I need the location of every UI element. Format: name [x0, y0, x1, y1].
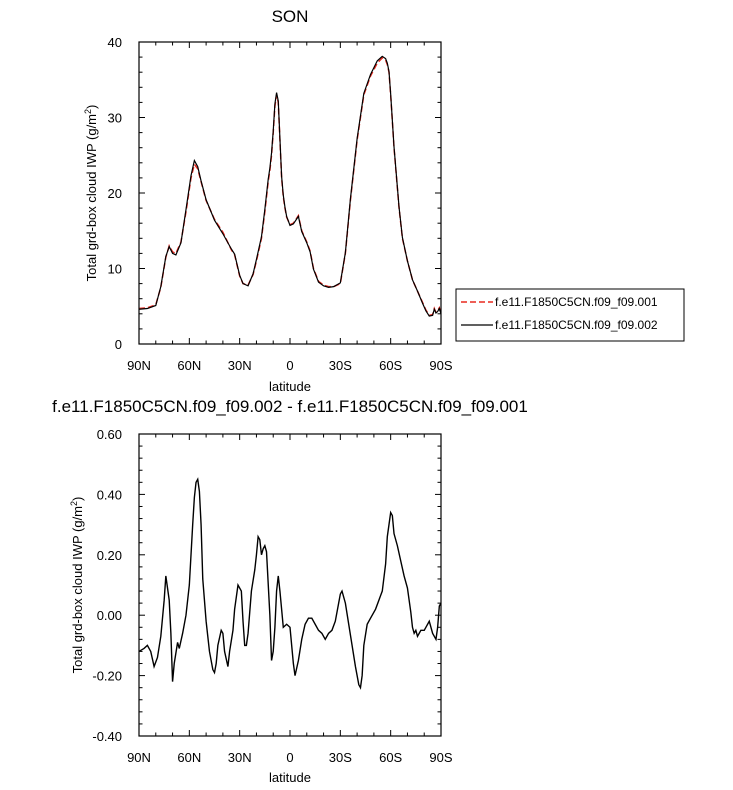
bottom-y-tick-labels: -0.40 -0.20 0.00 0.20 0.40 0.60	[92, 427, 122, 744]
top-ticks	[138, 41, 442, 345]
bottom-x-tick-label: 60S	[379, 750, 402, 765]
legend-label-001: f.e11.F1850C5CN.f09_f09.001	[495, 295, 658, 309]
top-chart-title: SON	[272, 7, 309, 26]
bottom-y-axis-label-sup: 2	[69, 501, 79, 506]
top-y-axis-label: Total grd-box cloud IWP (g/m2)	[83, 105, 99, 282]
bottom-x-tick-label: 30N	[228, 750, 252, 765]
bottom-y-tick-label: 0.40	[97, 487, 122, 502]
bottom-x-axis-label: latitude	[269, 770, 311, 785]
bottom-plot-frame	[138, 433, 442, 737]
bottom-x-tick-label: 90S	[429, 750, 452, 765]
bottom-y-tick-label: 0.00	[97, 608, 122, 623]
bottom-chart-title: f.e11.F1850C5CN.f09_f09.002 - f.e11.F185…	[52, 397, 528, 416]
top-y-axis-label-close: )	[84, 105, 99, 109]
top-x-tick-label: 30N	[228, 358, 252, 373]
bottom-x-tick-labels: 90N 60N 30N 0 30S 60S 90S	[127, 750, 453, 765]
bottom-ticks	[138, 433, 442, 737]
top-x-tick-label: 60S	[379, 358, 402, 373]
top-chart: 90N 60N 30N 0 30S 60S 90S 0 10 20 30 40	[108, 35, 453, 373]
top-x-tick-labels: 90N 60N 30N 0 30S 60S 90S	[127, 358, 453, 373]
top-y-tick-label: 30	[108, 111, 122, 126]
top-y-tick-label: 20	[108, 186, 122, 201]
top-x-tick-label: 90S	[429, 358, 452, 373]
bottom-difference-line	[138, 477, 442, 690]
bottom-x-tick-label: 60N	[177, 750, 201, 765]
bottom-y-tick-label: 0.20	[97, 548, 122, 563]
bottom-y-tick-label: -0.40	[92, 729, 122, 744]
bottom-y-tick-label: 0.60	[97, 427, 122, 442]
legend-box	[455, 288, 685, 342]
top-y-tick-label: 40	[108, 35, 122, 50]
bottom-y-axis-label: Total grd-box cloud IWP (g/m2)	[69, 497, 85, 674]
top-plot-frame	[138, 41, 442, 345]
top-series-001-line	[138, 56, 442, 317]
legend-label-002: f.e11.F1850C5CN.f09_f09.002	[495, 318, 658, 332]
bottom-x-tick-label: 30S	[329, 750, 352, 765]
top-y-tick-labels: 0 10 20 30 40	[108, 35, 122, 352]
top-y-axis-label-sup: 2	[83, 109, 93, 114]
top-x-axis-label: latitude	[269, 379, 311, 394]
top-y-tick-label: 0	[115, 337, 122, 352]
bottom-y-axis-label-main: Total grd-box cloud IWP (g/m	[70, 506, 85, 673]
top-series-002-line	[138, 55, 442, 317]
top-y-axis-label-main: Total grd-box cloud IWP (g/m	[84, 114, 99, 281]
top-x-tick-label: 0	[286, 358, 293, 373]
top-x-tick-label: 60N	[177, 358, 201, 373]
bottom-y-axis-label-close: )	[70, 497, 85, 501]
bottom-chart: 90N 60N 30N 0 30S 60S 90S -0.40 -0.20 0.00 0.20 0.…	[92, 427, 453, 765]
bottom-y-tick-label: -0.20	[92, 669, 122, 684]
bottom-x-tick-label: 0	[286, 750, 293, 765]
legend: f.e11.F1850C5CN.f09_f09.001 f.e11.F1850C…	[455, 288, 685, 342]
bottom-x-tick-label: 90N	[127, 750, 151, 765]
top-x-tick-label: 30S	[329, 358, 352, 373]
top-x-tick-label: 90N	[127, 358, 151, 373]
top-y-tick-label: 10	[108, 262, 122, 277]
